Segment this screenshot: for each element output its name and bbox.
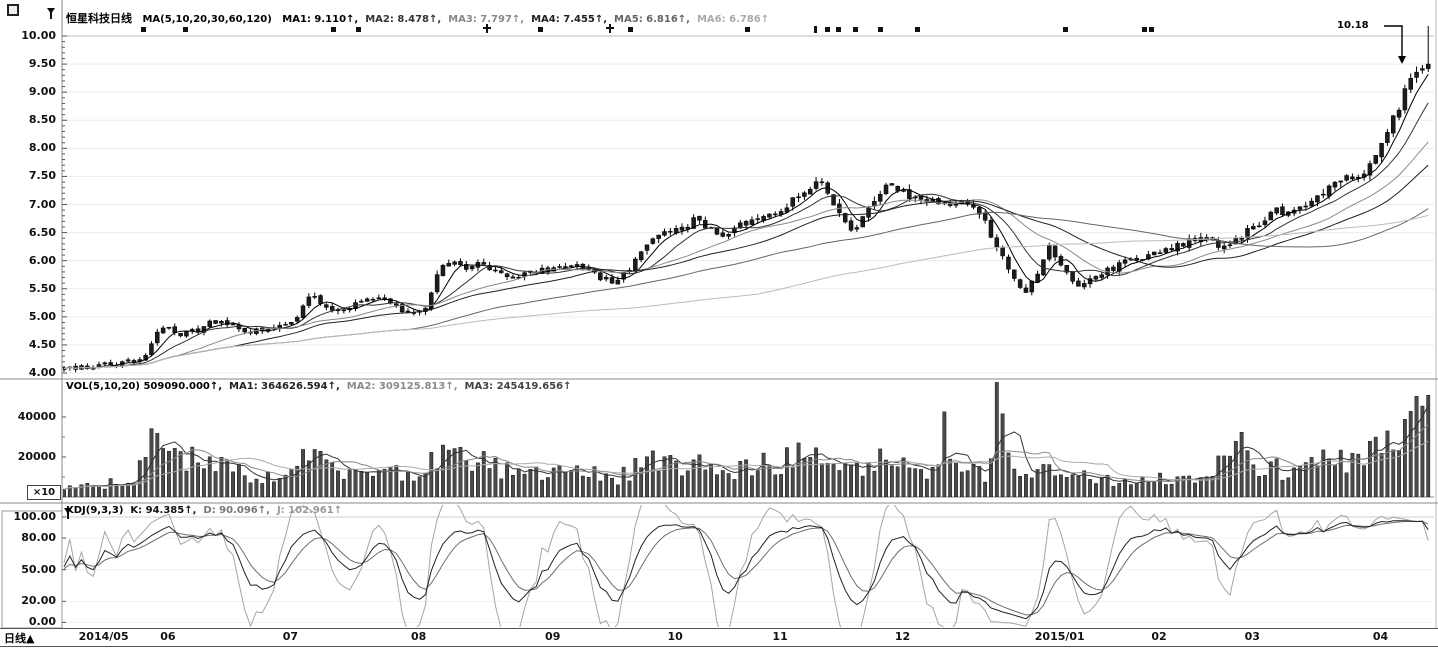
month-label: 11	[772, 630, 788, 643]
volume-tick-label: 40000	[17, 410, 56, 423]
month-label: 02	[1151, 630, 1167, 643]
price-tick-label: 6.00	[28, 253, 56, 267]
kdj-value: KDJ(9,3,3)	[66, 505, 124, 516]
price-tick-label: 4.00	[28, 366, 56, 380]
kdj-tick-label: 80.00	[21, 531, 56, 545]
kdj-pin-icon	[64, 508, 72, 519]
volume-indicator-bar: VOL(5,10,20) 509090.000↑, MA1: 364626.594…	[66, 381, 578, 392]
price-tick-label: 9.00	[28, 85, 56, 99]
price-tick-label: 7.50	[28, 169, 56, 183]
price-tick-label: 7.00	[28, 197, 56, 211]
price-tick-label: 6.50	[28, 225, 56, 239]
ma-settings-label: MA(5,10,20,30,60,120)	[142, 14, 272, 25]
month-label: 06	[160, 630, 176, 643]
price-annotation: 10.18	[1337, 20, 1369, 31]
month-label: 04	[1372, 630, 1389, 643]
vol-value: MA3: 245419.656↑	[464, 381, 572, 392]
candlestick-series	[63, 25, 1431, 373]
ma-value: MA4: 7.455↑,	[531, 14, 608, 25]
price-tick-label: 9.50	[28, 57, 56, 71]
kdj-lines	[63, 505, 1429, 627]
time-axis-bar: 日线▲ 2014/05 06 07 08 09 10 11 12 2015/01 02 03 04	[0, 628, 1438, 647]
month-label: 2015/01	[1034, 630, 1085, 643]
ma-lines	[63, 74, 1429, 369]
price-tick-label: 5.50	[28, 281, 56, 295]
event-markers[interactable]	[141, 24, 1154, 33]
price-tick-label: 5.00	[28, 309, 56, 323]
volume-unit-box: ×10	[27, 485, 61, 500]
ma-value: MA5: 6.816↑,	[614, 14, 690, 25]
vol-value: MA2: 309125.813↑,	[346, 381, 458, 392]
chart-title: 恒星科技日线	[66, 12, 132, 25]
month-label: 07	[282, 630, 299, 643]
month-label: 12	[894, 630, 911, 643]
kdj-value: D: 90.096↑,	[203, 505, 270, 516]
kdj-tick-label: 0.00	[28, 615, 56, 629]
price-tick-label: 4.50	[28, 337, 56, 351]
month-label: 09	[545, 630, 561, 643]
price-tick-label: 8.00	[28, 141, 56, 155]
period-label[interactable]: 日线	[4, 632, 26, 645]
price-tick-label: 10.00	[21, 29, 56, 42]
kdj-tick-label: 20.00	[21, 594, 56, 608]
vol-value: MA1: 364626.594↑,	[229, 381, 340, 392]
volume-ma-lines	[63, 405, 1429, 490]
ma-values-group: MA1: 9.110↑, MA2: 8.478↑, MA3: 7.797↑, MA4:…	[282, 14, 776, 25]
month-label: 03	[1244, 630, 1260, 643]
kdj-tick-label: 100.00	[13, 510, 56, 523]
annotation-arrow	[1384, 25, 1406, 64]
period-dropdown-arrow[interactable]: ▲	[26, 632, 35, 645]
month-label: 2014/05	[78, 630, 129, 643]
kdj-indicator-bar: KDJ(9,3,3) K: 94.385↑, D: 90.096↑, J: 102.9…	[66, 505, 349, 516]
window-menu-icon[interactable]	[7, 4, 19, 16]
kdj-tick-label: 50.00	[21, 562, 56, 576]
volume-tick-label: 20000	[17, 450, 56, 463]
vol-value: VOL(5,10,20) 509090.000↑,	[66, 381, 223, 392]
main-indicator-bar: 恒星科技日线 MA(5,10,20,30,60,120) MA1: 9.110↑…	[66, 10, 776, 26]
kdj-value: K: 94.385↑,	[130, 505, 197, 516]
ma-value: MA6: 6.786↑	[696, 14, 770, 25]
month-label: 08	[410, 630, 427, 643]
price-tick-label: 8.50	[28, 113, 56, 127]
ma-value: MA2: 8.478↑,	[365, 14, 442, 25]
month-label: 10	[667, 630, 683, 643]
cursor-pin-icon	[47, 8, 55, 19]
ma-value: MA1: 9.110↑,	[282, 14, 359, 25]
ma-value: MA3: 7.797↑,	[448, 14, 525, 25]
kdj-value: J: 102.961↑	[276, 505, 343, 516]
